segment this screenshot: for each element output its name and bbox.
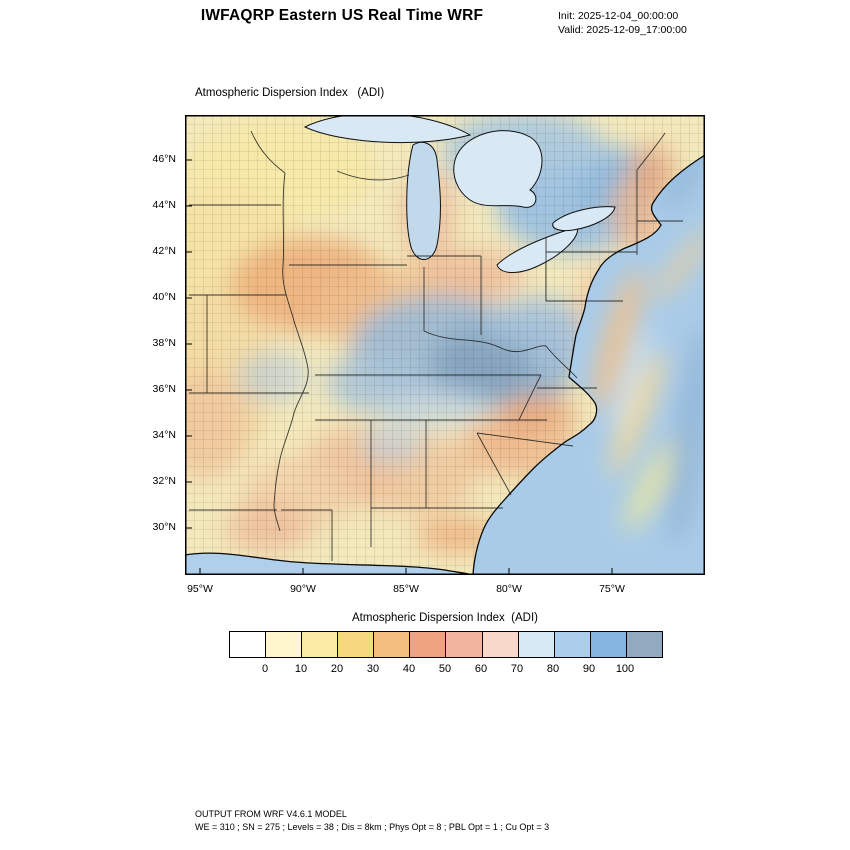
lat-tick-label: 42°N [152, 245, 176, 257]
lon-tick-label: 80°W [496, 583, 522, 595]
colorbar-cell [553, 632, 590, 657]
adi-map-image [150, 111, 706, 576]
colorbar-tick-label: 40 [402, 663, 416, 675]
colorbar-cell [481, 632, 518, 657]
colorbar-cell [445, 632, 482, 657]
colorbar-tick-label: 0 [261, 663, 269, 675]
lat-tick-label: 38°N [152, 337, 176, 349]
footer-config-line: WE = 310 ; SN = 275 ; Levels = 38 ; Dis … [195, 822, 550, 833]
run-timestamps: Init: 2025-12-04_00:00:00 Valid: 2025-12… [558, 10, 687, 37]
lat-tick-label: 32°N [152, 475, 176, 487]
footer: OUTPUT FROM WRF V4.6.1 MODEL WE = 310 ; … [195, 808, 549, 834]
footer-model-line: OUTPUT FROM WRF V4.6.1 MODEL [195, 809, 347, 819]
colorbar-tick-label: 10 [294, 663, 308, 675]
lat-tick-label: 36°N [152, 383, 176, 395]
colorbar-tick-label: 70 [510, 663, 524, 675]
lon-tick-label: 85°W [393, 583, 419, 595]
colorbar-tick-label: 100 [615, 663, 635, 675]
init-timestamp: Init: 2025-12-04_00:00:00 [558, 10, 679, 22]
lon-tick-label: 75°W [599, 583, 625, 595]
colorbar-cell [373, 632, 410, 657]
page-title: IWFAQRP Eastern US Real Time WRF [200, 7, 484, 24]
colorbar-cell [337, 632, 374, 657]
colorbar-tick-labels: 0 10 20 30 40 50 60 70 80 90 100 [229, 663, 661, 679]
lat-tick-label: 44°N [152, 199, 176, 211]
colorbar-cell [301, 632, 338, 657]
colorbar-tick-label: 80 [546, 663, 560, 675]
colorbar-tick-label: 90 [582, 663, 596, 675]
colorbar-cell [589, 632, 626, 657]
lon-tick-label: 90°W [290, 583, 316, 595]
lat-axis: 46°N 44°N 42°N 40°N 38°N 36°N 34°N 32°N 30°N [123, 115, 185, 575]
colorbar-title: Atmospheric Dispersion Index (ADI) [352, 612, 538, 624]
colorbar-cell [230, 632, 266, 657]
lat-tick-label: 46°N [152, 153, 176, 165]
colorbar-tick-label: 30 [366, 663, 380, 675]
map-area: 46°N 44°N 42°N 40°N 38°N 36°N 34°N 32°N 30°N 95°… [150, 111, 706, 595]
lat-tick-label: 30°N [152, 521, 176, 533]
valid-timestamp: Valid: 2025-12-09_17:00:00 [558, 23, 687, 36]
colorbar-cell [517, 632, 554, 657]
lon-tick-label: 95°W [187, 583, 213, 595]
lat-tick-label: 40°N [152, 291, 176, 303]
colorbar-cell [265, 632, 302, 657]
colorbar-tick-label: 20 [330, 663, 344, 675]
colorbar-tick-label: 50 [438, 663, 452, 675]
colorbar-cell [409, 632, 446, 657]
colorbar-cell [625, 632, 662, 657]
colorbar [229, 631, 663, 658]
lon-axis: 95°W 90°W 85°W 80°W 75°W [185, 575, 705, 597]
lat-tick-label: 34°N [152, 429, 176, 441]
colorbar-tick-label: 60 [474, 663, 488, 675]
map-subtitle: Atmospheric Dispersion Index (ADI) [195, 87, 385, 99]
